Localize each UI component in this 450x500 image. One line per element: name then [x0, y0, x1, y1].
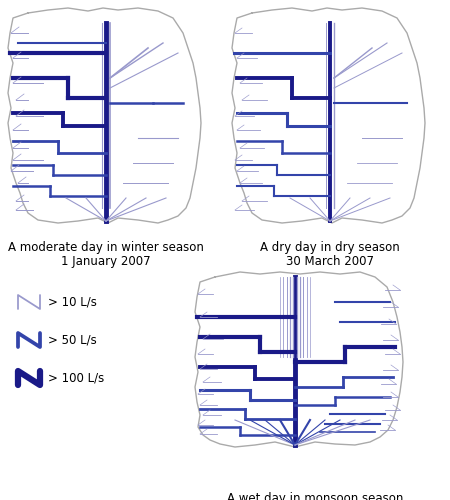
- Text: 30 March 2007: 30 March 2007: [285, 255, 374, 268]
- Text: A dry day in dry season: A dry day in dry season: [260, 241, 400, 254]
- Text: 1 January 2007: 1 January 2007: [61, 255, 150, 268]
- Text: A wet day in monsoon season: A wet day in monsoon season: [227, 492, 403, 500]
- Text: > 100 L/s: > 100 L/s: [48, 372, 104, 384]
- Text: A moderate day in winter season: A moderate day in winter season: [8, 241, 203, 254]
- Text: > 10 L/s: > 10 L/s: [48, 296, 97, 308]
- Text: > 50 L/s: > 50 L/s: [48, 334, 97, 346]
